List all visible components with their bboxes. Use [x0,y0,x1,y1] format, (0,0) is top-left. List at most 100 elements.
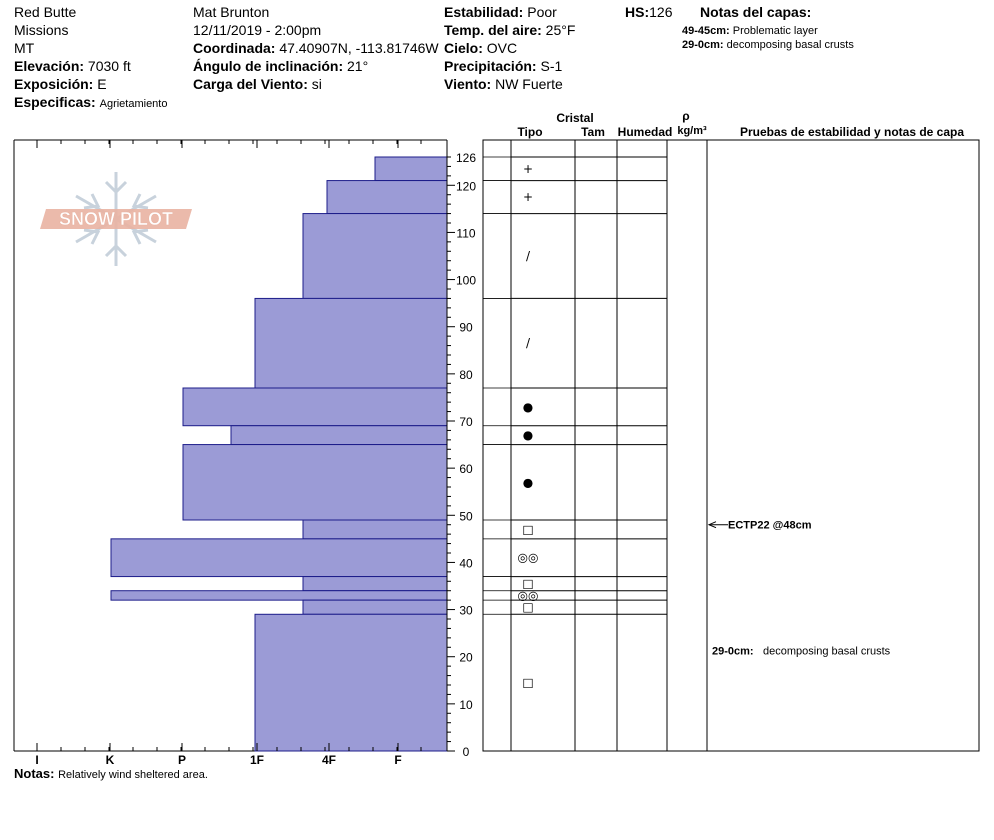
depth-tick-label: 20 [459,651,473,665]
layer-notes-list: 49-45cm: Problematic layer 29-0cm: decom… [682,24,854,52]
grain-symbol: □ [522,577,533,591]
layer-notes-title: Notas del capas: [700,4,812,20]
snowpilot-logo: SNOW PILOT [40,172,192,266]
slope-row: Ángulo de inclinación: 21° [193,58,369,74]
location-name: Red Butte [14,4,77,20]
hardness-axis: I K P 1F 4F F [35,140,422,767]
coordinate-value: 47.40907N, -113.81746W [279,40,439,56]
grain-symbols: ++//●●●□◎◎□◎◎□□ [518,162,539,690]
depth-tick-label: 90 [459,321,473,335]
depth-tick-label: 30 [459,604,473,618]
layer-comment: 29-0cm: decomposing basal crusts [712,645,891,657]
stability-value: Poor [527,4,557,20]
depth-tick-label: 60 [459,462,473,476]
layer-rows [483,156,667,752]
layer-comment-depth: 29-0cm: [712,645,754,657]
layer-notes: Notas del capas: [700,3,811,21]
wind-value: NW Fuerte [495,76,563,92]
hardness-tick-label: I [35,753,38,767]
grain-symbol: / [526,249,531,263]
tests-header: Pruebas de estabilidad y notas de capa [740,125,964,139]
depth-tick-label: 10 [459,698,473,712]
depth-tick-label: 80 [459,368,473,382]
notes: Notas: Relatively wind sheltered area. [14,766,208,781]
depth-tick-label: 120 [456,179,476,193]
state: MT [14,40,35,56]
hardness-tick-label: 1F [250,753,264,767]
layer-comment-text: decomposing basal crusts [763,645,891,657]
notes-text: Relatively wind sheltered area. [58,769,208,781]
hardness-tick-label: F [394,753,401,767]
density-symbol: ρ [682,109,689,123]
observer-info: Mat Brunton 12/11/2019 - 2:00pm Coordina… [193,3,439,93]
air-temp-row: Temp. del aire: 25°F [444,22,576,38]
sky-value: OVC [486,40,518,56]
wind-load-value: si [311,76,322,92]
specifics-value: Agrietamiento [99,98,168,110]
grain-symbol: □ [522,600,533,614]
precip-row: Precipitación: S-1 [444,58,563,74]
grain-symbol: + [523,162,533,176]
hardness-tick-label: 4F [322,753,336,767]
mountain-range: Missions [14,22,69,38]
grain-symbol: / [526,336,531,350]
depth-tick-label: 0 [463,745,470,759]
grain-symbol: □ [522,676,533,690]
depth-tick-label: 40 [459,556,473,570]
depth-tick-label: 70 [459,415,473,429]
depth-tick-label: 110 [456,226,475,240]
grain-symbol: + [523,190,533,204]
observation-datetime: 12/11/2019 - 2:00pm [193,22,322,38]
depth-tick-label: 50 [459,509,473,523]
hardness-bar [302,213,448,299]
coordinate-row: Coordinada: 47.40907N, -113.81746W [193,40,439,56]
hardness-bar [230,425,448,446]
hardness-tick-label: K [106,753,115,767]
hardness-tick-label: P [178,753,186,767]
crystal-header: Cristal [556,111,593,125]
density-unit: kg/m³ [677,125,707,137]
moisture-header: Humedad [618,125,673,139]
aspect-value: E [97,76,107,92]
hardness-bar [110,538,448,578]
grain-symbol: ● [523,475,533,489]
weather-info: Estabilidad: Poor Temp. del aire: 25°F C… [444,3,575,93]
hardness-bar [110,590,448,601]
elevation-value: 7030 ft [87,58,131,74]
grain-symbol: ● [523,428,533,442]
wind-load-row: Carga del Viento: si [193,76,322,92]
grain-symbol: ● [523,400,533,414]
air-temp-value: 25°F [545,22,576,38]
test-arrow-icon [707,521,717,529]
depth-tick-label: 126 [456,151,476,165]
sky-row: Cielo: OVC [444,40,518,56]
observer-name: Mat Brunton [193,4,270,20]
slope-value: 21° [347,58,369,74]
grain-symbol: ◎◎ [518,588,539,602]
layer-table-frame [482,139,980,752]
hardness-bar [374,156,448,182]
depth-tick-label: 100 [456,274,476,288]
grain-symbol: ◎◎ [518,551,539,565]
hardness-bar [302,599,448,615]
wind-row: Viento: NW Fuerte [444,76,563,92]
hs-row: HS:126 [625,4,673,20]
test-label: ECTP22 @48cm [728,520,812,532]
layer-note-2: 29-0cm: decomposing basal crusts [682,39,854,51]
hardness-bar [254,613,448,752]
notes-label: Notas: [14,766,55,781]
hardness-bar [182,444,448,521]
hs-value: 126 [649,4,673,20]
layer-note-1: 49-45cm: Problematic layer [682,25,818,37]
elevation-row: Elevación: 7030 ft [14,58,131,74]
logo-text: SNOW PILOT [59,209,173,229]
table-headers: Cristal Tipo Tam Humedad ρ kg/m³ Pruebas… [517,109,964,139]
site-info: Red Butte Missions MT Elevación: 7030 ft… [14,3,167,113]
grain-symbol: □ [522,522,533,536]
stability-row: Estabilidad: Poor [444,4,557,20]
hardness-bars [110,156,448,752]
stability-tests: ECTP22 @48cm [707,520,812,532]
aspect-row: Exposición: E [14,76,107,92]
logo-banner [40,209,192,229]
